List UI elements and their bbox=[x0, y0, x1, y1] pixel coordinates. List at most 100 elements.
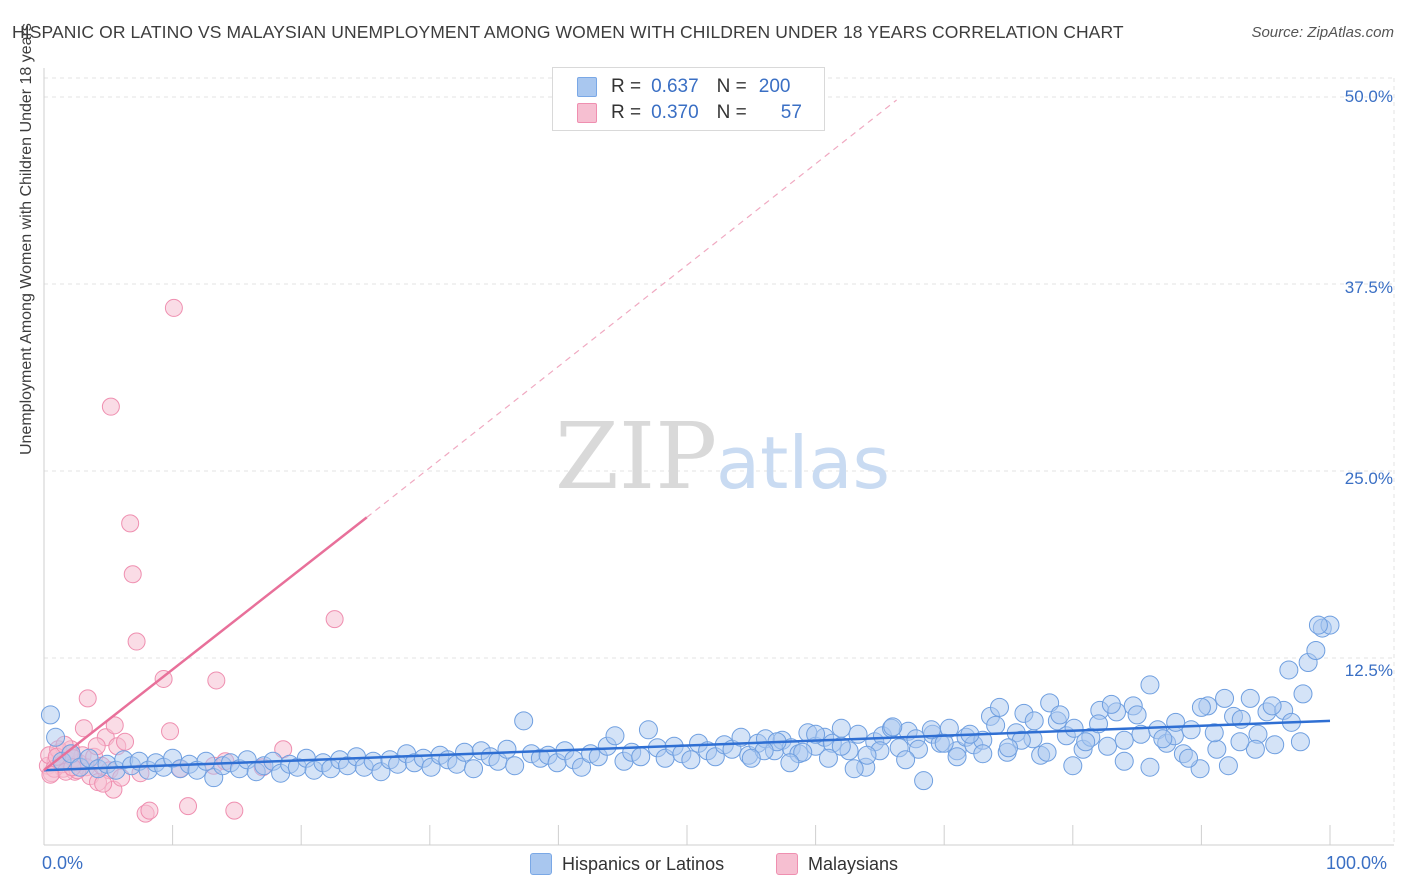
hispanics-point-193 bbox=[806, 724, 826, 744]
hispanics-point-19 bbox=[196, 751, 216, 771]
hispanics-point-68 bbox=[605, 726, 625, 746]
malaysians-points bbox=[38, 298, 344, 823]
hispanics-point-156 bbox=[1293, 684, 1313, 704]
malaysians-trend-line bbox=[43, 516, 368, 772]
hispanics-point-114 bbox=[989, 697, 1009, 717]
bottom-legend-label-malaysians: Malaysians bbox=[808, 853, 899, 874]
hispanics-point-161 bbox=[1218, 756, 1238, 776]
watermark: ZIP atlas bbox=[555, 403, 890, 510]
hispanics-point-166 bbox=[1153, 729, 1173, 749]
hispanics-point-147 bbox=[1265, 735, 1285, 755]
hispanics-point-175 bbox=[1037, 742, 1057, 762]
hispanics-point-3 bbox=[61, 744, 81, 764]
hispanics-point-127 bbox=[1098, 736, 1118, 756]
hispanics-point-150 bbox=[1290, 732, 1310, 752]
legend-row-malaysians: R = 0.370 N = 57 bbox=[577, 101, 802, 125]
malaysians-point-38 bbox=[105, 716, 124, 735]
hispanics-point-83 bbox=[731, 727, 751, 747]
hispanics-point-57 bbox=[514, 711, 534, 731]
hispanics-point-55 bbox=[497, 739, 517, 759]
legend-swatch-hispanics bbox=[577, 77, 597, 97]
hispanics-point-164 bbox=[1179, 748, 1199, 768]
malaysians-point-55 bbox=[225, 801, 244, 820]
malaysians-point-40 bbox=[123, 565, 142, 584]
legend-r-label: R = bbox=[611, 76, 642, 97]
malaysians-point-50 bbox=[207, 671, 226, 690]
legend-n-value-malaysians: 57 bbox=[780, 102, 802, 123]
y-tick-label-37-5: 37.5% bbox=[1344, 278, 1393, 297]
bottom-legend-malaysians: Malaysians bbox=[776, 852, 898, 876]
bottom-legend-swatch-hispanics bbox=[530, 853, 552, 875]
hispanics-point-64 bbox=[572, 757, 592, 777]
x-tick-label-100: 100.0% bbox=[1326, 853, 1388, 873]
hispanics-point-178 bbox=[999, 738, 1018, 758]
hispanics-point-159 bbox=[1245, 739, 1265, 759]
hispanics-point-185 bbox=[908, 739, 928, 759]
hispanics-point-51 bbox=[464, 759, 484, 779]
legend-n-label: N = bbox=[716, 102, 747, 123]
hispanics-point-167 bbox=[1140, 757, 1160, 777]
hispanics-point-198 bbox=[741, 748, 761, 768]
hispanics-point-72 bbox=[638, 720, 658, 740]
bottom-legend-hispanics: Hispanics or Latinos bbox=[530, 852, 724, 876]
hispanics-point-95 bbox=[831, 718, 851, 738]
watermark-zip: ZIP bbox=[555, 403, 717, 510]
hispanics-point-194 bbox=[793, 742, 813, 762]
y-axis-label: Unemployment Among Women with Children U… bbox=[18, 23, 35, 455]
hispanics-point-152 bbox=[1306, 641, 1326, 661]
legend-row-hispanics: R = 0.637 N = 200 bbox=[577, 75, 790, 99]
legend-r-value-malaysians: 0.370 bbox=[651, 102, 699, 123]
source-label: Source: ZipAtlas.com bbox=[1251, 24, 1394, 41]
hispanics-point-158 bbox=[1262, 696, 1282, 716]
hispanics-point-97 bbox=[848, 724, 868, 744]
malaysians-point-39 bbox=[121, 514, 140, 533]
hispanics-point-187 bbox=[883, 717, 903, 737]
hispanics-point-183 bbox=[934, 733, 954, 753]
malaysians-point-34 bbox=[78, 689, 97, 708]
legend-r-value-hispanics: 0.637 bbox=[651, 76, 699, 97]
hispanics-point-160 bbox=[1230, 732, 1250, 752]
y-tick-label-12-5: 12.5% bbox=[1344, 661, 1393, 680]
malaysians-point-41 bbox=[127, 632, 146, 651]
hispanics-point-129 bbox=[1114, 730, 1134, 750]
hispanics-point-179 bbox=[986, 715, 1006, 735]
hispanics-trend-line bbox=[43, 719, 1331, 772]
axes bbox=[43, 68, 1394, 846]
hispanics-point-157 bbox=[1279, 660, 1299, 680]
legend-n-value-hispanics: 200 bbox=[758, 76, 791, 97]
legend-swatch-malaysians bbox=[577, 103, 597, 123]
malaysians-point-46 bbox=[161, 722, 180, 741]
hispanics-point-162 bbox=[1204, 723, 1224, 743]
bottom-legend-swatch-malaysians bbox=[776, 853, 798, 875]
hispanics-point-173 bbox=[1063, 756, 1083, 776]
watermark-atlas: atlas bbox=[716, 421, 890, 505]
hispanics-point-123 bbox=[1064, 718, 1084, 738]
hispanics-point-168 bbox=[1127, 705, 1147, 725]
trend-lines bbox=[43, 99, 1331, 772]
hispanics-point-155 bbox=[1308, 615, 1328, 635]
malaysians-trend-extension bbox=[366, 99, 897, 518]
hispanics-point-190 bbox=[844, 759, 864, 779]
chart-title: HISPANIC OR LATINO VS MALAYSIAN UNEMPLOY… bbox=[12, 22, 1124, 42]
hispanics-point-169 bbox=[1114, 751, 1134, 771]
hispanics-point-195 bbox=[780, 753, 800, 773]
y-tick-label-50: 50.0% bbox=[1344, 87, 1393, 106]
hispanics-point-77 bbox=[681, 750, 701, 770]
malaysians-point-33 bbox=[74, 719, 93, 738]
y-tick-label-25: 25.0% bbox=[1344, 469, 1393, 488]
legend-n-label: N = bbox=[716, 76, 747, 97]
hispanics-point-182 bbox=[947, 747, 967, 767]
malaysians-point-20 bbox=[116, 732, 135, 751]
hispanics-point-132 bbox=[1140, 675, 1160, 695]
hispanics-point-1 bbox=[46, 727, 66, 747]
malaysians-point-44 bbox=[140, 801, 159, 820]
hispanics-point-141 bbox=[1215, 688, 1235, 708]
hispanics-point-191 bbox=[831, 736, 851, 756]
hispanics-point-174 bbox=[1050, 705, 1070, 725]
hispanics-point-56 bbox=[505, 756, 525, 776]
bottom-legend-label-hispanics: Hispanics or Latinos bbox=[562, 853, 725, 874]
hispanics-point-165 bbox=[1166, 712, 1186, 732]
hispanics-points bbox=[40, 615, 1340, 791]
malaysians-point-49 bbox=[179, 797, 198, 816]
